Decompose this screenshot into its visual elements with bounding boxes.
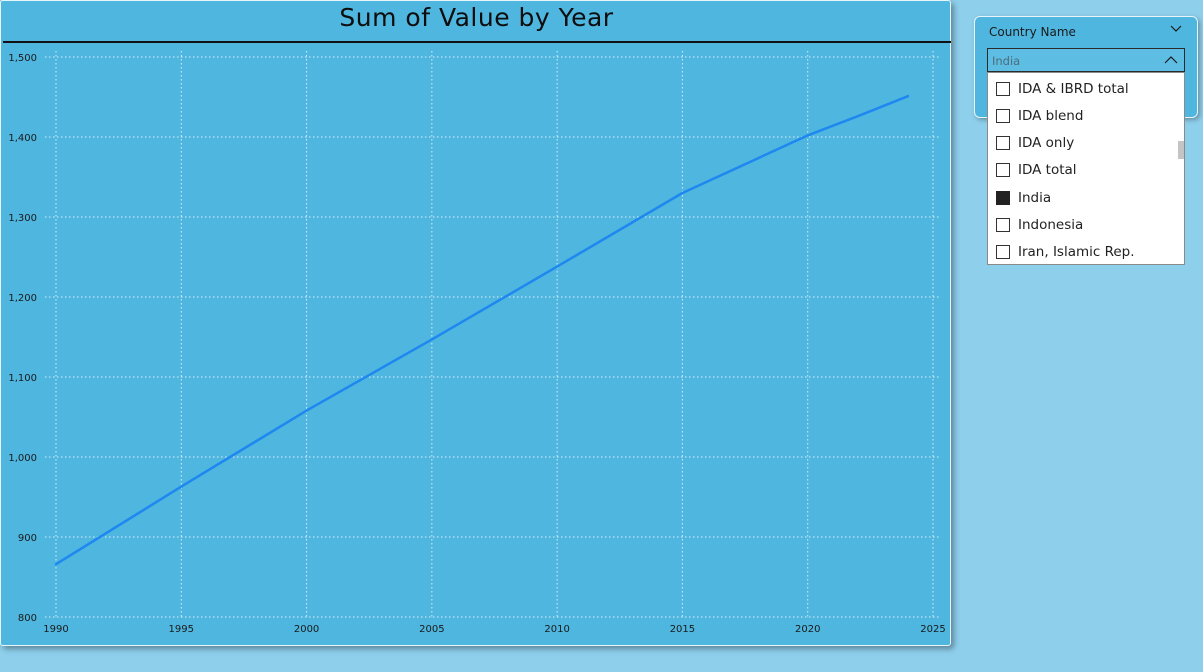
data-point (305, 409, 308, 412)
list-scrollbar-thumb[interactable] (1178, 141, 1184, 159)
country-options-list[interactable]: IDA & IBRD total IDA blend IDA only IDA … (987, 72, 1185, 265)
data-point (906, 95, 909, 98)
checkbox-checked[interactable] (996, 191, 1010, 205)
x-tick-label: 2010 (544, 624, 569, 635)
list-item[interactable]: IDA & IBRD total (988, 75, 1174, 102)
data-point (806, 134, 809, 137)
list-item-label: India (1018, 190, 1052, 206)
chevron-down-icon[interactable] (1170, 25, 1182, 33)
country-dropdown[interactable]: India (987, 48, 1185, 72)
list-item[interactable]: India (988, 184, 1174, 211)
checkbox-unchecked[interactable] (996, 109, 1010, 123)
x-tick-label: 1995 (169, 624, 194, 635)
x-tick-label: 2025 (920, 624, 945, 635)
chart-title: Sum of Value by Year (339, 3, 614, 32)
data-point (430, 338, 433, 341)
list-item-label: Indonesia (1018, 217, 1084, 233)
checkbox-unchecked[interactable] (996, 136, 1010, 150)
data-point (556, 265, 559, 268)
data-point (55, 563, 57, 566)
x-tick-label: 1990 (43, 624, 68, 635)
list-item-label: IDA total (1018, 162, 1077, 178)
y-tick-label: 1,500 (8, 53, 37, 64)
y-tick-label: 1,400 (8, 133, 37, 144)
list-item-label: IDA blend (1018, 108, 1084, 124)
x-tick-label: 2000 (294, 624, 319, 635)
y-tick-label: 1,200 (8, 293, 37, 304)
x-tick-label: 2020 (795, 624, 820, 635)
x-tick-label: 2005 (419, 624, 444, 635)
y-tick-label: 1,000 (8, 453, 37, 464)
checkbox-unchecked[interactable] (996, 82, 1010, 96)
y-tick-label: 900 (18, 533, 37, 544)
series-line (54, 94, 910, 566)
line-chart: 800 900 1,000 1,100 1,200 1,300 1,400 1,500 1990… (8, 51, 946, 635)
list-item-label: Iran, Islamic Rep. (1018, 244, 1135, 260)
list-item[interactable]: IDA blend (988, 102, 1174, 129)
y-tick-label: 1,100 (8, 373, 37, 384)
dropdown-selected-value: India (992, 54, 1021, 68)
checkbox-unchecked[interactable] (996, 218, 1010, 232)
data-point (856, 115, 859, 118)
data-point (180, 485, 183, 488)
list-item[interactable]: IDA total (988, 156, 1174, 183)
slicer-header: Country Name (989, 25, 1076, 39)
list-item[interactable]: Iran, Islamic Rep. (988, 238, 1174, 264)
title-divider (3, 41, 951, 43)
checkbox-unchecked[interactable] (996, 245, 1010, 259)
line-chart-visual[interactable]: Sum of Value by Year 800 900 1,000 1,100 1,2… (0, 0, 951, 646)
list-item-label: IDA & IBRD total (1018, 81, 1129, 97)
list-item-label: IDA only (1018, 135, 1075, 151)
y-tick-label: 1,300 (8, 213, 37, 224)
list-item[interactable]: IDA only (988, 129, 1174, 156)
data-point (681, 192, 684, 194)
y-tick-label: 800 (18, 613, 37, 624)
x-tick-label: 2015 (670, 624, 695, 635)
chevron-up-icon[interactable] (1164, 55, 1178, 64)
list-item[interactable]: Indonesia (988, 211, 1174, 238)
checkbox-unchecked[interactable] (996, 163, 1010, 177)
